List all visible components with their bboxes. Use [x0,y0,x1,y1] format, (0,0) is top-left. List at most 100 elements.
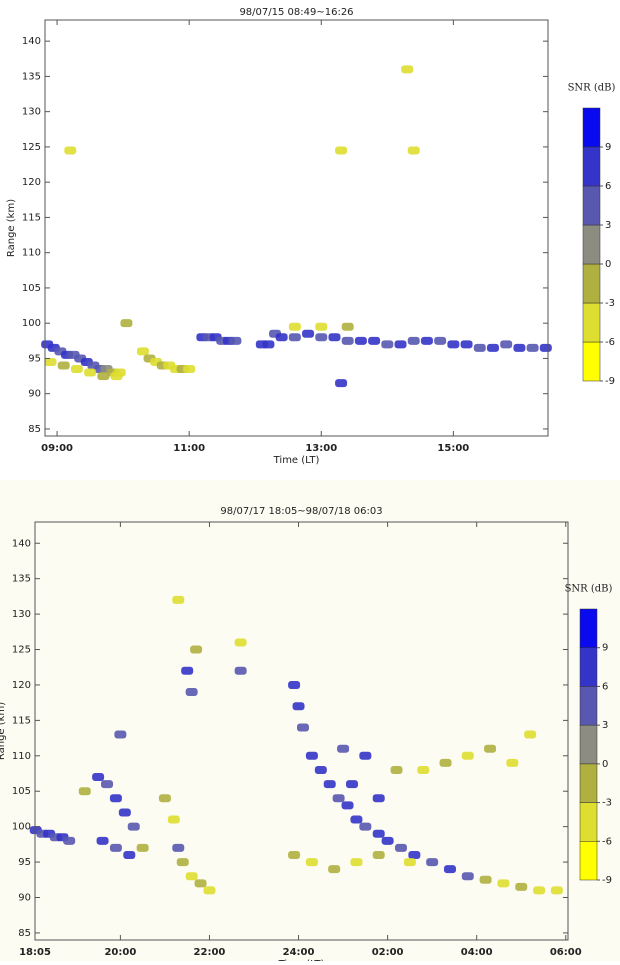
echo-cell [323,780,336,789]
echo-cell [302,329,315,338]
colorbar-tick-label: 9 [602,643,608,654]
echo-cell [337,744,350,753]
echo-cell [408,850,421,859]
chart-title: 98/07/17 18:05~98/07/18 06:03 [220,506,382,517]
colorbar-band [579,802,598,842]
echo-cell [97,372,110,381]
plot-frame [34,521,569,941]
colorbar-tick-label: 3 [605,220,611,231]
echo-cell [110,372,123,381]
y-tick-label: 85 [28,424,41,435]
echo-cell [109,843,122,852]
echo-cell [78,787,91,796]
colorbar-band [579,763,598,803]
echo-cell [407,146,420,155]
x-tick-label: 06:00 [550,947,582,958]
echo-cell [341,322,354,331]
echo-cell [118,808,131,817]
colorbar-tick-label: -6 [605,337,615,348]
colorbar-band [582,224,601,265]
y-tick-label: 115 [12,715,31,726]
echo-cell [101,780,114,789]
echo-cell [176,858,189,867]
echo-cell [109,794,122,803]
echo-cell [203,886,216,895]
echo-cell [354,336,367,345]
panel-background [0,480,620,961]
colorbar-tick-label: -9 [605,376,615,387]
y-tick-label: 105 [22,283,41,294]
echo-cell [328,333,341,342]
echo-cell [394,340,407,349]
echo-cell [315,322,328,331]
echo-cell [288,322,301,331]
echo-cell [185,872,198,881]
echo-cell [497,879,510,888]
echo-cell [288,850,301,859]
echo-cell [403,858,416,867]
echo-cell [461,751,474,760]
echo-cell [96,836,109,845]
echo-cell [335,146,348,155]
y-tick-label: 110 [12,751,31,762]
echo-cell [172,595,185,604]
colorbar-tick-label: -3 [602,798,612,809]
echo-cell [44,357,57,366]
echo-cell [288,680,301,689]
echo-cell [341,336,354,345]
echo-cell [84,368,97,377]
echo-cell [473,343,486,352]
echo-cell [350,815,363,824]
chart-title: 98/07/15 08:49~16:26 [239,7,353,18]
echo-cell [64,146,77,155]
echo-cell [443,865,456,874]
echo-cell [305,858,318,867]
y-tick-label: 140 [22,36,41,47]
y-axis-label: Range (km) [0,702,7,760]
echo-cell [262,340,275,349]
y-tick-label: 100 [12,822,31,833]
y-tick-label: 105 [12,786,31,797]
x-tick-label: 11:00 [173,443,205,454]
y-tick-label: 125 [22,142,41,153]
echo-cell [381,340,394,349]
echo-cell [314,765,327,774]
echo-cell [234,638,247,647]
echo-cell [484,744,497,753]
echo-cell [123,850,136,859]
echo-cell [275,333,288,342]
echo-cell [341,801,354,810]
echo-cell [332,794,345,803]
x-tick-label: 02:00 [372,947,404,958]
colorbar-tick-label: 6 [602,681,608,692]
y-tick-label: 135 [12,574,31,585]
echo-cell [350,858,363,867]
echo-cell [500,340,513,349]
x-tick-label: 22:00 [194,947,226,958]
echo-cell [183,365,196,374]
colorbar-tick-label: 0 [602,759,608,770]
colorbar-title: SNR (dB) [568,83,616,94]
echo-cell [359,751,372,760]
colorbar-tick-label: -6 [602,836,612,847]
echo-cell [292,702,305,711]
echo-cell [288,333,301,342]
y-tick-label: 135 [22,71,41,82]
echo-cell [315,333,328,342]
echo-cell [190,645,203,654]
echo-cell [172,843,185,852]
echo-cell [92,773,105,782]
x-tick-label: 18:05 [19,947,51,958]
colorbar-band [582,185,601,226]
x-tick-label: 13:00 [305,443,337,454]
echo-cell [390,765,403,774]
echo-cell [185,688,198,697]
echo-cell [305,751,318,760]
echo-cell [524,730,537,739]
y-tick-label: 100 [22,318,41,329]
x-tick-label: 09:00 [41,443,73,454]
echo-cell [506,758,519,767]
echo-cell [328,865,341,874]
colorbar-band [582,146,601,187]
echo-cell [296,723,309,732]
